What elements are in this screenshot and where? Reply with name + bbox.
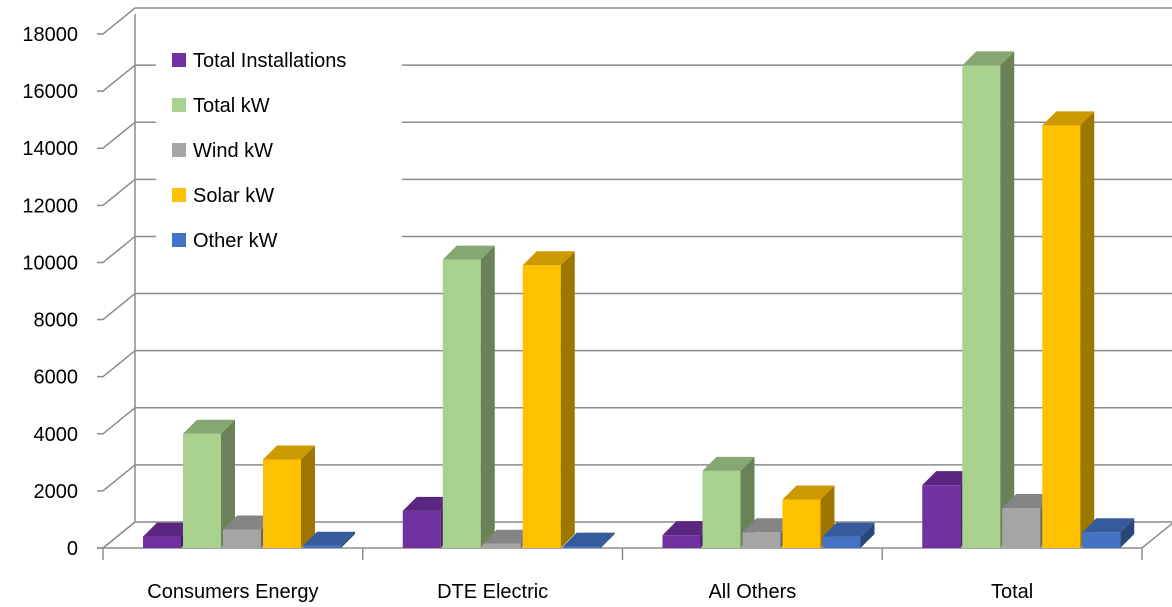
bar [702, 456, 755, 548]
y-tick-label: 4000 [34, 424, 79, 446]
bar [822, 522, 875, 548]
legend-label: Total kW [193, 95, 270, 117]
bar [263, 445, 315, 548]
gridline [97, 178, 1172, 207]
gridline [97, 292, 1172, 321]
y-tick-label: 12000 [22, 195, 78, 217]
legend-item[interactable]: Total kW [172, 95, 270, 117]
legend-label: Other kW [193, 230, 278, 252]
legend[interactable]: Total Installations Total kW Wind kW Solar … [156, 30, 402, 259]
legend-swatch [172, 98, 186, 112]
bar [742, 518, 795, 548]
x-axis: Consumers Energy DTE Electric All Others To… [97, 547, 1143, 603]
gridline [97, 464, 1172, 492]
bar [522, 251, 575, 549]
legend-swatch [172, 233, 186, 247]
legend-swatch [172, 53, 186, 67]
bar [442, 245, 495, 549]
y-tick-label: 6000 [34, 367, 79, 389]
y-tick-label: 0 [67, 538, 78, 560]
y-tick-label: 10000 [22, 252, 78, 274]
y-tick-label: 14000 [22, 138, 78, 160]
y-tick-label: 16000 [22, 81, 78, 103]
bar [303, 531, 355, 548]
legend-swatch [172, 143, 186, 157]
bars [143, 51, 1135, 549]
y-tick-label: 18000 [22, 24, 78, 46]
x-category-label: DTE Electric [437, 581, 548, 603]
gridline [97, 349, 1172, 378]
x-category-label: Total [991, 581, 1033, 603]
legend-label: Total Installations [193, 50, 346, 72]
bar [183, 419, 235, 548]
legend-item[interactable]: Other kW [172, 230, 278, 252]
gridlines [97, 7, 1172, 549]
legend-label: Wind kW [193, 140, 273, 162]
x-category-label: All Others [708, 581, 796, 603]
legend-item[interactable]: Solar kW [172, 185, 274, 207]
bar [562, 532, 615, 548]
y-tick-label: 8000 [34, 310, 79, 332]
gridline [97, 235, 1172, 264]
y-tick-label: 2000 [34, 481, 79, 503]
gridline [97, 121, 1172, 149]
legend-label: Solar kW [193, 185, 274, 207]
legend-item[interactable]: Wind kW [172, 140, 273, 162]
legend-item[interactable]: Total Installations [172, 50, 346, 72]
y-axis-tick-labels: 0 2000 4000 6000 8000 10000 12000 14000 16000 180… [22, 24, 78, 560]
legend-swatch [172, 188, 186, 202]
bar [782, 485, 835, 548]
bar [1082, 518, 1135, 548]
gridline [97, 7, 1172, 35]
bar [962, 51, 1015, 549]
x-category-label: Consumers Energy [147, 581, 318, 603]
bar [1042, 111, 1095, 548]
gridline [97, 64, 1172, 92]
gridline [97, 407, 1172, 435]
